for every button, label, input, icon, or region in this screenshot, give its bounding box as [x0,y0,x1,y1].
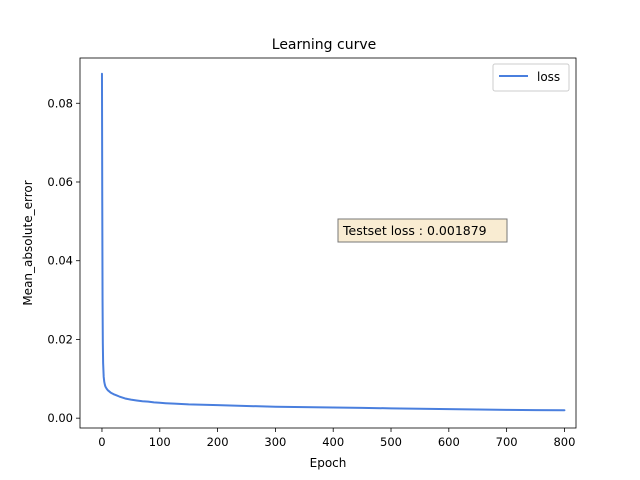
annotation-text: Testset loss : 0.001879 [342,223,487,238]
y-tick-label: 0.00 [47,411,73,425]
x-tick-label: 800 [553,435,575,449]
plot-frame [79,57,577,429]
y-axis-label: Mean_absolute_error [21,180,35,305]
x-tick-label: 300 [264,435,286,449]
y-tick-label: 0.04 [47,254,73,268]
legend: loss [492,63,570,92]
legend-label-loss: loss [537,70,560,84]
legend-box [492,63,570,92]
y-tick-label: 0.08 [47,96,73,110]
series-line-loss [100,72,566,412]
x-tick-label: 600 [438,435,460,449]
chart-title: Learning curve [272,37,376,53]
x-tick-label: 400 [322,435,344,449]
x-tick-label: 700 [496,435,518,449]
y-tick-label: 0.02 [47,332,73,346]
x-tick-label: 500 [380,435,402,449]
x-axis-label: Epoch [310,456,347,470]
x-tick-label: 0 [98,435,105,449]
y-tick-label: 0.06 [47,175,73,189]
x-tick-label: 100 [149,435,171,449]
ticks-layer: 0 100 200 300 400 500 600 700 800 0.00 0.02 0.04 0.0… [47,96,575,449]
x-tick-label: 200 [207,435,229,449]
testset-annotation: Testset loss : 0.001879 [337,218,508,243]
annotation-box [337,218,508,243]
series-layer [100,72,566,412]
